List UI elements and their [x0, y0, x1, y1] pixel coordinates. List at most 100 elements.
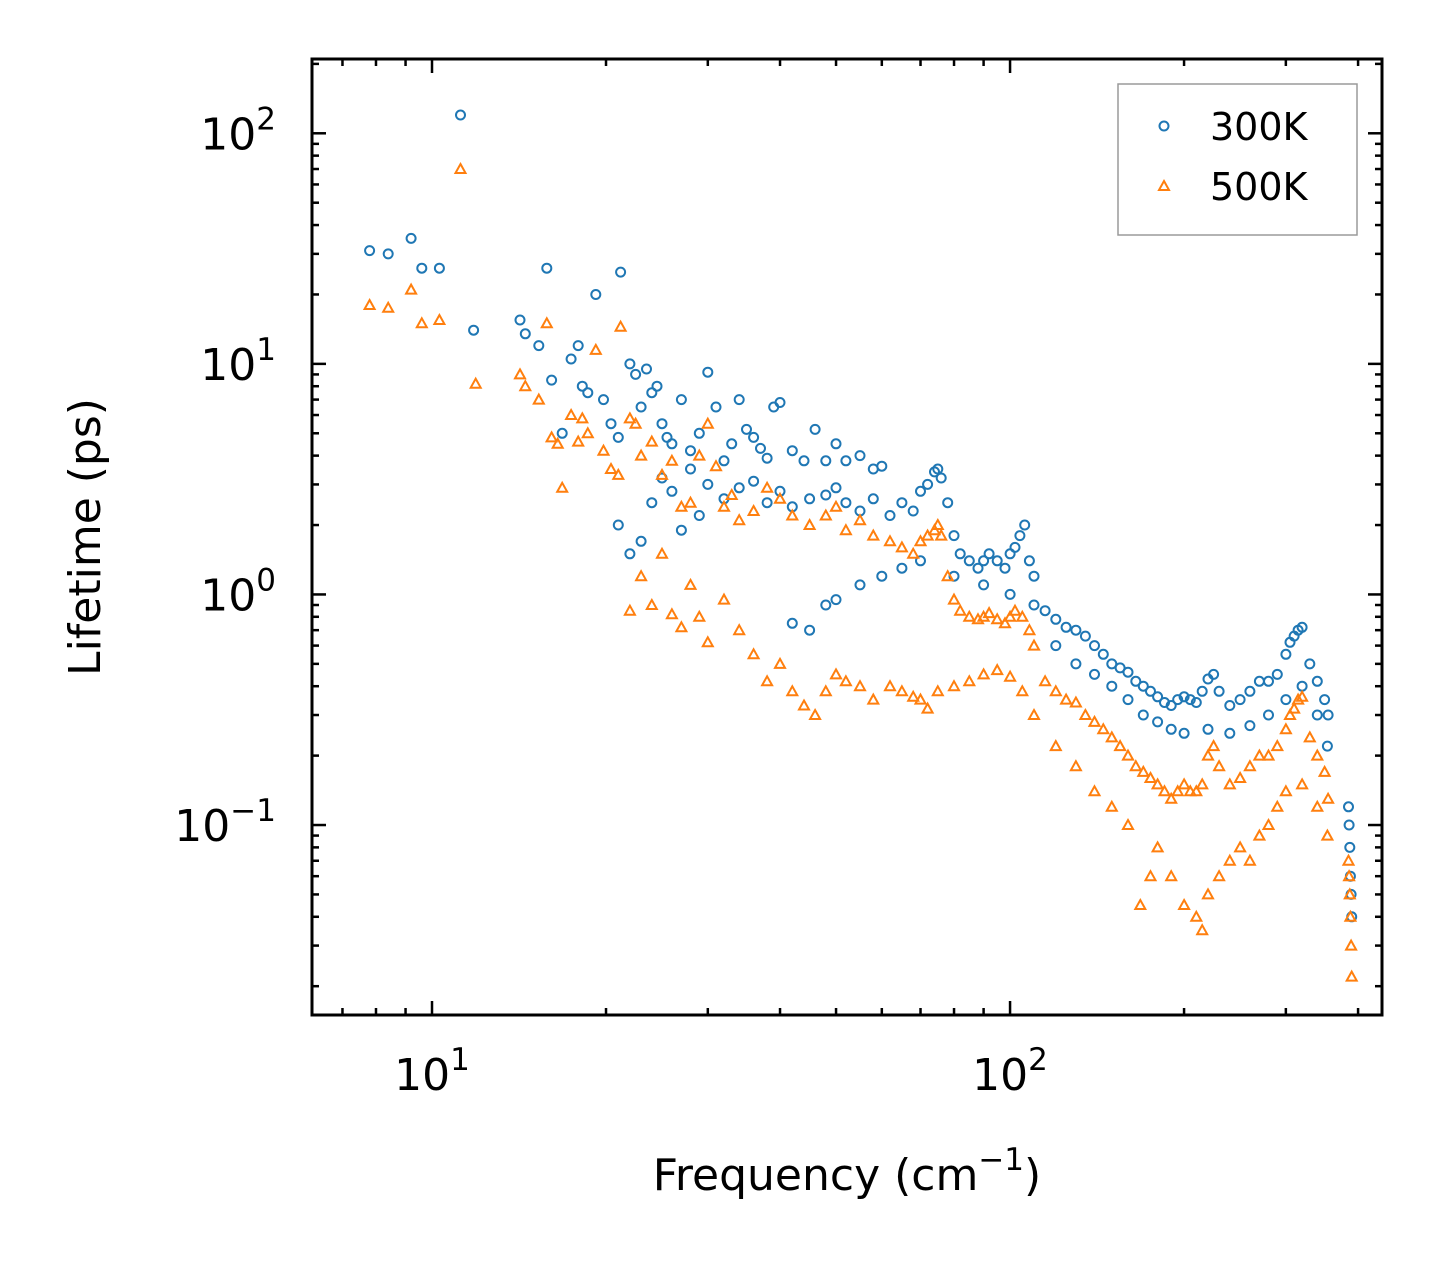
point-300k-172	[1321, 740, 1333, 752]
point-500k-18	[589, 342, 603, 355]
point-500k-120	[760, 674, 774, 687]
point-500k-124	[808, 707, 822, 720]
point-500k-13	[555, 480, 569, 493]
point-500k-10	[540, 316, 554, 329]
y-tick-label-100: 102	[200, 101, 276, 160]
point-300k-121	[1208, 668, 1220, 680]
point-500k-28	[665, 453, 679, 466]
point-500k-34	[717, 499, 731, 512]
point-500k-72	[1069, 695, 1083, 708]
point-500k-39	[773, 491, 787, 504]
point-500k-2	[404, 282, 418, 295]
point-500k-20	[604, 461, 618, 474]
point-300k-23	[630, 368, 642, 380]
point-500k-9	[532, 392, 546, 405]
point-500k-166	[1320, 828, 1335, 841]
point-500k-169	[1343, 887, 1357, 900]
point-500k-105	[1310, 748, 1324, 761]
point-500k-90	[1201, 748, 1215, 761]
point-300k-27	[651, 380, 663, 392]
point-500k-12	[551, 436, 565, 449]
point-500k-102	[1291, 692, 1305, 705]
point-500k-143	[1049, 739, 1063, 752]
point-500k-137	[962, 674, 976, 687]
point-300k-12	[556, 427, 568, 439]
point-300k-140	[1344, 841, 1356, 853]
point-300k-39	[741, 423, 752, 435]
point-500k-135	[931, 684, 945, 697]
point-500k-37	[746, 503, 761, 516]
point-300k-103	[1079, 630, 1091, 642]
point-500k-41	[802, 517, 817, 530]
point-500k-77	[1113, 739, 1127, 752]
point-500k-171	[1344, 938, 1358, 951]
point-300k-96	[1019, 519, 1031, 531]
point-500k-21	[611, 467, 625, 480]
point-500k-125	[819, 684, 833, 697]
point-300k-169	[1280, 694, 1292, 706]
point-500k-75	[1096, 722, 1110, 735]
point-500k-56	[947, 592, 961, 605]
point-300k-28	[656, 418, 668, 430]
point-500k-88	[1189, 784, 1203, 797]
point-300k-90	[983, 548, 995, 560]
point-500k-159	[1243, 853, 1257, 866]
point-300k-65	[733, 482, 745, 494]
point-300k-59	[666, 485, 678, 497]
point-500k-31	[692, 448, 706, 461]
point-300k-24	[635, 401, 647, 413]
point-300k-40	[748, 431, 760, 443]
point-500k-109	[634, 569, 648, 582]
point-300k-99	[1039, 605, 1051, 617]
point-300k-1	[382, 248, 394, 260]
point-500k-45	[853, 513, 867, 526]
point-300k-50	[840, 455, 852, 467]
point-500k-7	[513, 367, 527, 380]
point-300k-145	[804, 624, 816, 636]
point-500k-161	[1261, 817, 1276, 830]
point-500k-38	[760, 480, 774, 493]
legend-marker-500k	[1157, 178, 1171, 191]
point-300k-167	[1244, 720, 1256, 732]
point-500k-100	[1283, 707, 1297, 720]
point-500k-83	[1157, 784, 1172, 797]
point-300k-111	[1145, 685, 1156, 697]
point-500k-115	[692, 609, 706, 622]
point-300k-63	[702, 478, 714, 490]
point-300k-20	[612, 431, 624, 443]
point-300k-38	[733, 394, 745, 406]
point-500k-94	[1233, 770, 1247, 783]
legend-box	[1117, 83, 1358, 236]
point-300k-85	[948, 530, 960, 542]
point-300k-171	[1311, 709, 1323, 721]
point-500k-151	[1164, 869, 1178, 882]
point-300k-133	[1296, 621, 1308, 633]
point-500k-8	[518, 379, 532, 392]
point-500k-118	[732, 623, 746, 636]
point-500k-130	[883, 679, 897, 692]
point-500k-33	[709, 459, 723, 472]
point-300k-7	[514, 314, 526, 326]
point-500k-1	[381, 300, 395, 313]
point-300k-137	[1322, 709, 1334, 721]
point-500k-145	[1087, 784, 1102, 797]
point-500k-82	[1150, 777, 1165, 790]
point-300k-78	[907, 505, 919, 517]
y-tick-label-10: 101	[200, 332, 276, 391]
point-500k-154	[1195, 923, 1209, 936]
point-300k-136	[1319, 694, 1331, 706]
point-300k-123	[1224, 700, 1236, 711]
point-300k-17	[590, 289, 602, 300]
point-500k-24	[628, 416, 643, 429]
point-500k-6	[469, 376, 483, 389]
point-500k-80	[1136, 764, 1150, 777]
point-300k-151	[915, 555, 926, 567]
point-500k-141	[1015, 684, 1029, 697]
point-500k-108	[623, 603, 637, 616]
point-500k-36	[732, 513, 746, 526]
point-500k-149	[1143, 869, 1158, 882]
point-500k-71	[1059, 692, 1073, 705]
point-300k-57	[646, 497, 658, 509]
point-300k-75	[867, 493, 879, 505]
point-500k-165	[1310, 799, 1324, 812]
